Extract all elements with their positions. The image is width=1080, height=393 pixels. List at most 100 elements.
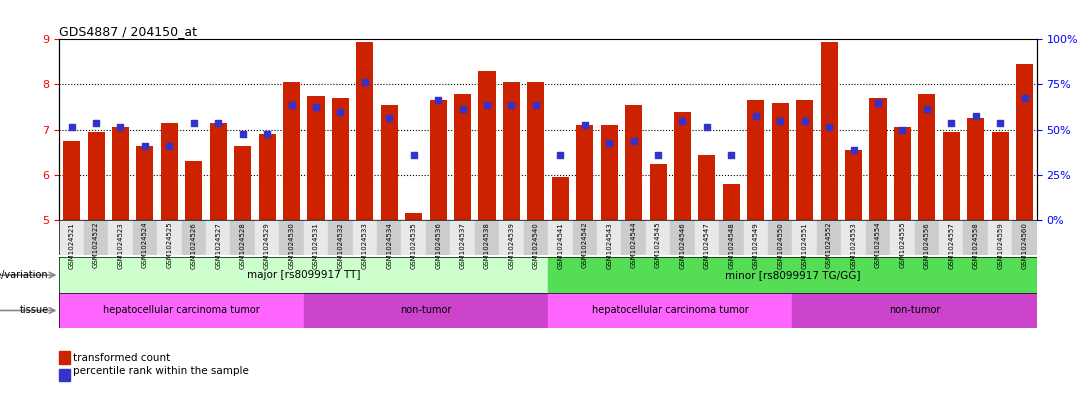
Bar: [991, 132, 1009, 220]
Text: GSM1024535: GSM1024535: [410, 222, 417, 268]
Bar: [723, 184, 740, 220]
Point: [869, 99, 887, 106]
Text: GSM1024527: GSM1024527: [215, 222, 221, 268]
Point: [527, 102, 544, 108]
Text: GSM1024559: GSM1024559: [997, 222, 1003, 268]
Bar: [84, 220, 108, 255]
Bar: [59, 220, 84, 255]
Bar: [210, 123, 227, 220]
Bar: [918, 94, 935, 220]
Text: GSM1024556: GSM1024556: [923, 222, 930, 268]
Point: [821, 124, 838, 130]
Bar: [499, 220, 524, 255]
Bar: [59, 293, 303, 328]
Text: GSM1024550: GSM1024550: [778, 222, 783, 268]
Point: [136, 142, 153, 149]
Bar: [328, 220, 352, 255]
Bar: [719, 220, 743, 255]
Bar: [133, 220, 158, 255]
Text: GSM1024521: GSM1024521: [69, 222, 75, 268]
Point: [161, 142, 178, 149]
Point: [63, 124, 80, 130]
Bar: [671, 220, 694, 255]
Point: [503, 102, 521, 108]
Point: [918, 106, 935, 112]
Point: [258, 131, 275, 137]
Bar: [597, 220, 621, 255]
Point: [112, 124, 130, 130]
Bar: [527, 82, 544, 220]
Bar: [845, 150, 862, 220]
Point: [185, 120, 202, 126]
Bar: [186, 161, 202, 220]
Bar: [866, 220, 890, 255]
Text: GSM1024555: GSM1024555: [900, 222, 905, 268]
Bar: [793, 220, 816, 255]
Text: percentile rank within the sample: percentile rank within the sample: [73, 366, 249, 376]
Bar: [694, 220, 719, 255]
Bar: [59, 369, 70, 381]
Text: GSM1024541: GSM1024541: [557, 222, 564, 268]
Bar: [841, 220, 866, 255]
Bar: [744, 220, 768, 255]
Point: [454, 106, 471, 112]
Point: [380, 115, 397, 121]
Bar: [572, 220, 597, 255]
Text: GSM1024525: GSM1024525: [166, 222, 173, 268]
Point: [332, 108, 349, 115]
Bar: [621, 220, 646, 255]
Text: GSM1024528: GSM1024528: [240, 222, 245, 268]
Text: GSM1024523: GSM1024523: [118, 222, 123, 268]
Text: genotype/variation: genotype/variation: [0, 270, 49, 280]
Text: GSM1024553: GSM1024553: [851, 222, 856, 268]
Bar: [503, 82, 519, 220]
Text: GSM1024545: GSM1024545: [656, 222, 661, 268]
Bar: [405, 213, 422, 220]
Point: [576, 122, 593, 128]
Point: [356, 79, 374, 85]
Bar: [793, 293, 1037, 328]
Bar: [699, 154, 715, 220]
Bar: [87, 132, 105, 220]
Bar: [63, 141, 80, 220]
Point: [210, 120, 227, 126]
Point: [845, 147, 862, 153]
Bar: [283, 82, 300, 220]
Bar: [158, 220, 181, 255]
Point: [649, 151, 666, 158]
Point: [430, 97, 447, 103]
Point: [308, 104, 325, 110]
Bar: [136, 145, 153, 220]
Point: [625, 138, 643, 144]
Bar: [1016, 64, 1034, 220]
Bar: [258, 134, 275, 220]
Bar: [255, 220, 280, 255]
Text: GSM1024549: GSM1024549: [753, 222, 759, 268]
Bar: [796, 100, 813, 220]
Bar: [230, 220, 255, 255]
Bar: [649, 163, 666, 220]
Text: GDS4887 / 204150_at: GDS4887 / 204150_at: [59, 25, 198, 38]
Text: major [rs8099917 TT]: major [rs8099917 TT]: [247, 270, 361, 280]
Bar: [915, 220, 939, 255]
Text: GSM1024543: GSM1024543: [606, 222, 612, 268]
Point: [87, 120, 105, 126]
Text: GSM1024544: GSM1024544: [631, 222, 636, 268]
Bar: [646, 220, 671, 255]
Bar: [475, 220, 499, 255]
Text: GSM1024536: GSM1024536: [435, 222, 441, 269]
Bar: [280, 220, 303, 255]
Bar: [577, 125, 593, 220]
Bar: [426, 220, 450, 255]
Text: tissue: tissue: [19, 305, 49, 316]
Bar: [161, 123, 178, 220]
Text: GSM1024529: GSM1024529: [265, 222, 270, 268]
Bar: [772, 103, 788, 220]
Bar: [478, 71, 496, 220]
Bar: [524, 220, 548, 255]
Text: GSM1024540: GSM1024540: [532, 222, 539, 268]
Text: GSM1024560: GSM1024560: [1022, 222, 1027, 269]
Point: [478, 102, 496, 108]
Point: [967, 113, 984, 119]
Text: GSM1024537: GSM1024537: [460, 222, 465, 269]
